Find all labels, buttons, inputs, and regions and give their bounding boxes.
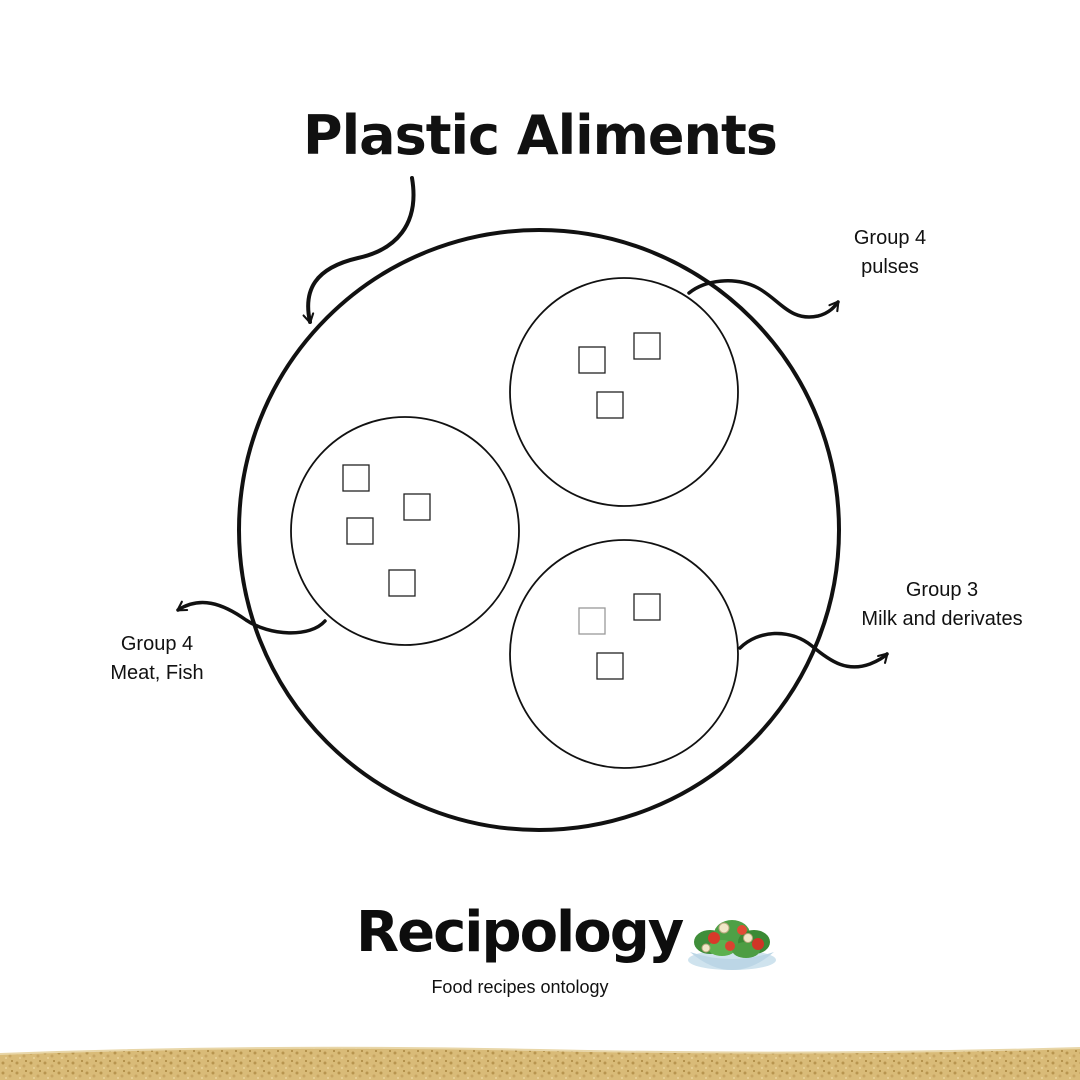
subgroup-circle-meat-fish	[290, 416, 520, 646]
item-square	[633, 332, 661, 360]
item-square	[578, 607, 606, 635]
label-milk-line1: Group 3	[905, 579, 979, 601]
item-square	[403, 493, 431, 521]
milk-items	[578, 593, 661, 680]
label-milk-line2: Milk and derivates	[861, 608, 1023, 630]
item-square	[633, 593, 661, 621]
label-meat-fish-line2: Meat, Fish	[110, 662, 204, 684]
title-arrow	[302, 176, 416, 324]
pulses-arrow	[687, 279, 840, 319]
item-square	[596, 652, 624, 680]
label-pulses-line2: pulses	[861, 256, 919, 278]
item-square	[596, 391, 624, 419]
brand-tagline: Food recipes ontology	[431, 977, 609, 997]
label-group-meat-fish: Group 4 Meat, Fish	[92, 630, 222, 688]
meat-fish-arrow	[176, 600, 327, 635]
meat-fish-items	[342, 464, 431, 597]
item-square	[578, 346, 606, 374]
salad-bowl-icon	[688, 920, 776, 970]
item-square	[388, 569, 416, 597]
item-square	[342, 464, 370, 492]
label-pulses-line1: Group 4	[853, 227, 927, 249]
brand-name: Recipology	[356, 900, 684, 965]
outer-circle-plastic-aliments	[237, 228, 841, 832]
subgroup-circle-pulses	[509, 277, 739, 507]
subgroup-circle-milk	[509, 539, 739, 769]
milk-arrow	[738, 631, 889, 669]
label-group-pulses: Group 4 pulses	[820, 224, 960, 282]
label-meat-fish-line1: Group 4	[120, 633, 194, 655]
page-title: Plastic Aliments	[303, 104, 778, 167]
label-group-milk: Group 3 Milk and derivates	[842, 576, 1042, 634]
pulses-items	[578, 332, 661, 419]
sand-strip	[0, 1046, 1080, 1080]
item-square	[346, 517, 374, 545]
